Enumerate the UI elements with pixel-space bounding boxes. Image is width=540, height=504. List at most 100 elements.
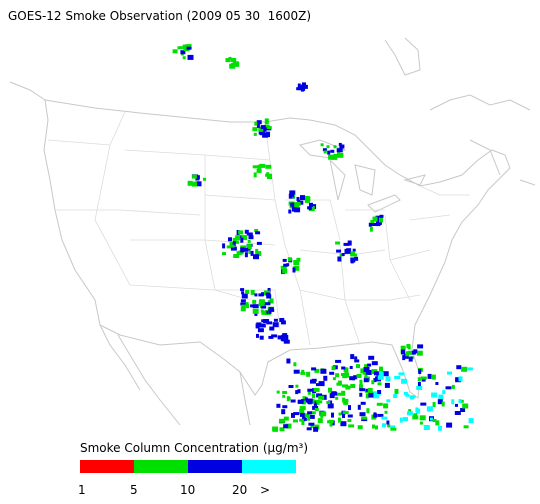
smoke-pixel xyxy=(297,83,301,89)
smoke-pixel xyxy=(376,402,383,406)
smoke-pixel xyxy=(229,241,233,247)
smoke-pixel xyxy=(258,293,264,297)
smoke-pixel xyxy=(327,150,331,155)
smoke-pixel xyxy=(344,248,351,254)
smoke-pixel xyxy=(390,425,396,429)
smoke-pixel xyxy=(412,415,419,420)
smoke-pixel xyxy=(381,416,388,420)
smoke-pixel xyxy=(338,417,341,423)
smoke-pixel xyxy=(283,339,290,344)
smoke-pixel xyxy=(327,403,334,409)
smoke-pixel xyxy=(356,364,360,369)
smoke-pixel xyxy=(282,391,288,394)
smoke-pixel xyxy=(335,396,339,400)
smoke-pixel xyxy=(359,381,363,387)
smoke-pixel xyxy=(337,150,340,155)
smoke-pixel xyxy=(232,61,239,65)
smoke-pixel xyxy=(352,377,355,381)
smoke-pixel xyxy=(222,243,226,249)
smoke-pixel xyxy=(246,244,252,250)
smoke-pixel xyxy=(368,392,374,398)
smoke-pixel xyxy=(417,377,421,382)
smoke-pixel xyxy=(387,424,391,428)
colorbar-label: 20 xyxy=(232,483,247,497)
smoke-pixel xyxy=(336,249,342,253)
smoke-pixel xyxy=(420,402,427,406)
smoke-pixel xyxy=(267,300,271,304)
smoke-pixel xyxy=(446,422,453,428)
smoke-pixel xyxy=(352,248,356,252)
smoke-pixel xyxy=(185,44,192,50)
smoke-pixel xyxy=(180,50,186,55)
smoke-pixel xyxy=(261,305,267,309)
smoke-pixel xyxy=(286,358,291,364)
smoke-pixel xyxy=(342,413,345,418)
smoke-pixel xyxy=(368,222,372,227)
smoke-pixel xyxy=(253,172,257,178)
smoke-pixel xyxy=(335,359,342,363)
smoke-pixel xyxy=(281,409,286,415)
smoke-pixel xyxy=(264,121,269,125)
smoke-pixel xyxy=(410,396,414,400)
smoke-pixel xyxy=(322,148,327,152)
smoke-pixel xyxy=(331,366,336,371)
smoke-pixel xyxy=(303,84,308,89)
smoke-pixel xyxy=(293,362,297,367)
smoke-pixel xyxy=(318,395,325,400)
smoke-pixel xyxy=(312,393,315,399)
smoke-pixel xyxy=(398,372,405,376)
smoke-pixel xyxy=(458,399,462,404)
smoke-pixel xyxy=(255,251,262,257)
smoke-pixel xyxy=(359,412,366,417)
smoke-pixel xyxy=(268,335,274,339)
smoke-pixel xyxy=(293,369,300,374)
smoke-pixel xyxy=(316,383,319,387)
smoke-pixel xyxy=(372,395,379,399)
smoke-pixel xyxy=(364,374,368,379)
smoke-pixel xyxy=(350,384,356,388)
smoke-pixel xyxy=(232,237,237,243)
colorbar-label: 10 xyxy=(180,483,195,497)
smoke-pixel xyxy=(408,356,413,362)
smoke-pixel xyxy=(342,384,348,388)
smoke-pixel xyxy=(292,267,296,273)
smoke-pixel xyxy=(283,424,289,429)
smoke-pixel xyxy=(286,396,290,402)
smoke-pixel xyxy=(354,256,359,261)
smoke-pixel xyxy=(301,420,305,425)
colorbar-segment xyxy=(80,460,134,473)
smoke-pixel xyxy=(432,419,437,422)
smoke-pixel xyxy=(458,376,463,382)
smoke-pixel xyxy=(320,368,327,374)
smoke-pixel xyxy=(416,350,423,356)
smoke-pixel xyxy=(222,252,226,256)
smoke-pixel xyxy=(383,403,389,409)
smoke-pixel xyxy=(282,258,287,262)
smoke-pixel xyxy=(357,425,363,430)
smoke-pixel xyxy=(307,388,313,392)
smoke-pixel xyxy=(337,256,342,262)
smoke-pixel xyxy=(276,390,280,394)
smoke-pixel xyxy=(377,374,384,380)
smoke-pixel xyxy=(460,408,466,412)
smoke-pixel xyxy=(254,293,258,297)
state-lines xyxy=(47,111,470,346)
smoke-pixel xyxy=(347,240,352,246)
smoke-pixel xyxy=(379,217,383,223)
smoke-pixel xyxy=(347,414,353,418)
smoke-pixel xyxy=(263,319,270,323)
smoke-pixel xyxy=(323,150,327,154)
smoke-pixel xyxy=(420,376,427,380)
smoke-pixel xyxy=(273,318,278,322)
smoke-pixel xyxy=(372,391,378,397)
smoke-pixel xyxy=(328,154,334,160)
smoke-pixel xyxy=(282,405,288,409)
smoke-pixel xyxy=(438,394,444,400)
smoke-pixel xyxy=(259,132,264,136)
smoke-pixel xyxy=(320,411,327,417)
legend-title: Smoke Column Concentration (μg/m³) xyxy=(80,441,308,455)
smoke-pixel xyxy=(326,145,330,149)
smoke-pixel xyxy=(311,378,317,382)
smoke-pixel xyxy=(331,412,334,418)
smoke-pixel xyxy=(341,366,346,370)
